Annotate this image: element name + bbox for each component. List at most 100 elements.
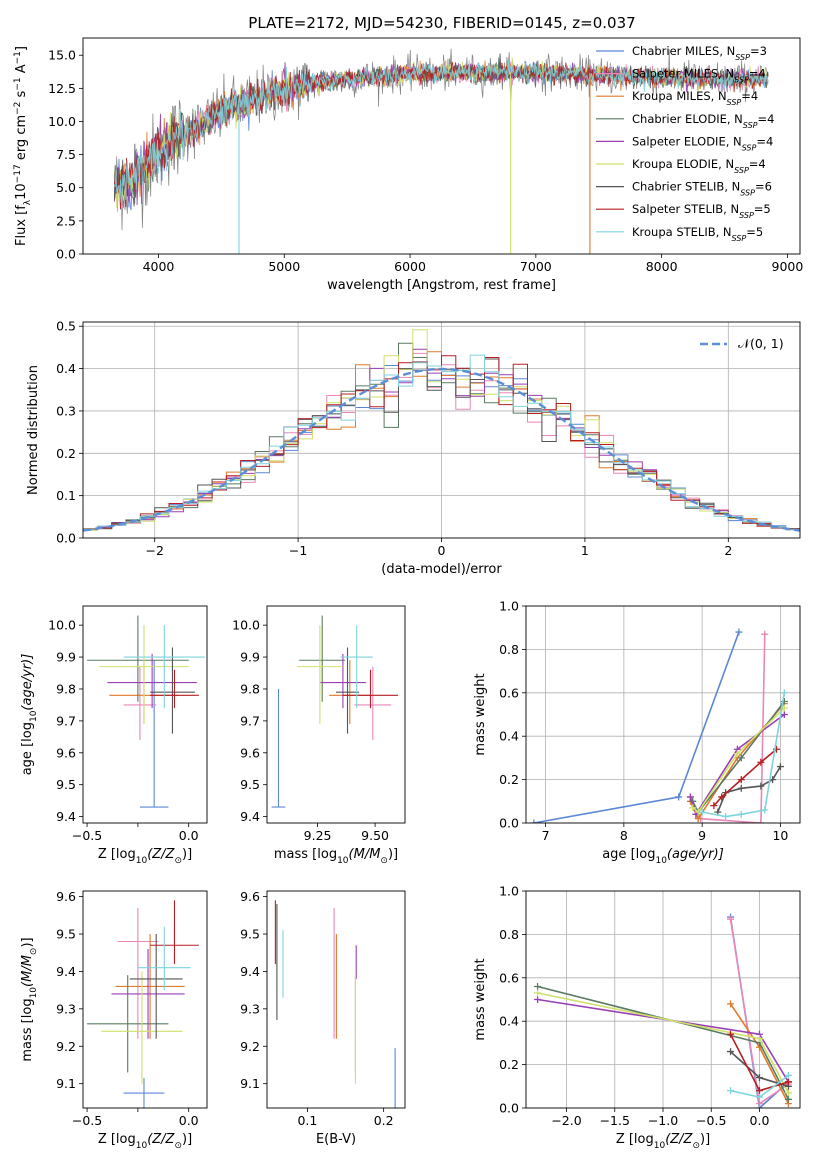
x-tick-label: 6000: [394, 259, 426, 274]
legend-count: =4: [749, 157, 766, 171]
axes-frame: [266, 605, 406, 824]
y-tick-label: 9.6: [56, 745, 76, 760]
weight-marker-salpeter-stelib: [755, 1087, 763, 1095]
x-tick-label: 5000: [268, 259, 300, 274]
panel-mass-weight-vs-Z: −2.0 −1.5 −1.0 −0.5 0.0 0.0 0.2 0.4 0.6 0.8 1.0 Z […: [473, 884, 801, 1151]
y-tick-label: 9.6: [240, 745, 260, 760]
label-part: −1: [13, 77, 23, 90]
y-tick-label: 9.4: [240, 964, 260, 979]
legend-count: =5: [754, 202, 771, 216]
x-axis-label: wavelength [Angstrom, rest frame]: [327, 278, 556, 293]
x-tick-label: −2.0: [551, 1113, 581, 1128]
label-part: ]: [14, 46, 29, 51]
label-part: 10: [29, 987, 39, 999]
histogram-step-chabrier-stelib: [83, 358, 800, 530]
weight-marker-chabrier-miles: [675, 793, 683, 801]
axes-frame: [82, 321, 801, 539]
y-tick-label: 9.2: [56, 1039, 76, 1054]
legend-text: Chabrier MILES, N: [632, 44, 735, 58]
label-part: 10: [655, 856, 667, 866]
y-tick-label: 9.2: [240, 1039, 260, 1054]
x-axis-label: age [log10(age/yr)]: [602, 847, 724, 866]
label-part: )]: [182, 847, 192, 862]
legend-count: =4: [756, 134, 773, 148]
label-part: 10: [136, 1141, 148, 1151]
y-tick-label: 0.8: [499, 927, 519, 942]
axes-frame: [525, 890, 801, 1109]
y-tick-label: 9.3: [240, 1001, 260, 1016]
label-part: (Z/Z: [665, 1132, 693, 1147]
x-tick-label: −0.5: [696, 1113, 726, 1128]
label-part: 10: [337, 856, 349, 866]
label-part: (Z/Z: [147, 1132, 175, 1147]
panel-age-vs-mass: 9.25 9.50 9.4 9.5 9.6 9.7 9.8 9.9 10.0 mass [log1…: [232, 605, 406, 866]
label-part: mass [log: [20, 998, 35, 1061]
legend-sub: SSP: [734, 166, 749, 175]
y-tick-label: 1.0: [499, 884, 519, 899]
label-part: −17: [13, 164, 23, 183]
y-tick-label: 9.3: [56, 1001, 76, 1016]
y-tick-label: 0.2: [499, 1057, 519, 1072]
legend-count: =4: [758, 112, 775, 126]
plot-area: [87, 615, 205, 808]
label-part: Flux [f: [14, 205, 29, 246]
x-axis-label: (data-model)/error: [381, 562, 502, 577]
weight-marker-kroupa-stelib: [755, 1093, 763, 1101]
y-axis-label: mass weight: [473, 958, 488, 1040]
x-tick-label: 0: [438, 543, 446, 558]
x-axis-label: mass [log10(M/M⊙)]: [274, 847, 398, 866]
weight-marker-salpeter-stelib: [737, 776, 745, 784]
y-tick-label: 0.0: [56, 247, 76, 262]
weight-marker-chabrier-elodie: [534, 982, 542, 990]
y-tick-label: 0.0: [56, 531, 76, 546]
label-part: (Z/Z: [147, 847, 175, 862]
label-part: 10: [29, 710, 39, 722]
histogram-step-salpeter-stelib: [83, 355, 800, 530]
legend-text: Salpeter STELIB, N: [632, 202, 739, 216]
y-tick-label: 0.0: [499, 1101, 519, 1116]
y-tick-label: 0.5: [56, 319, 76, 334]
y-tick-label: 9.8: [56, 681, 76, 696]
label-part: (age/yr)]: [667, 847, 724, 862]
y-tick-label: 0.3: [56, 403, 76, 418]
weight-marker-kroupa-elodie: [755, 1035, 763, 1043]
y-tick-label: 0.2: [499, 772, 519, 787]
panel-mass-vs-Z: −0.5 0.09.19.29.39.49.59.6Z [log10(Z/Z⊙)]…: [20, 889, 208, 1151]
weight-marker-kroupa-elodie: [733, 750, 741, 758]
y-tick-label: 2.5: [56, 213, 76, 228]
weight-marker-salpeter-stelib: [757, 758, 765, 766]
legend-count: =3: [750, 44, 767, 58]
y-tick-label: 0.6: [499, 970, 519, 985]
label-part: )]: [182, 1132, 192, 1147]
label-part: )]: [700, 1132, 710, 1147]
x-tick-label: 9: [698, 828, 706, 843]
legend-text: Salpeter ELODIE, N: [632, 134, 742, 148]
x-tick-label: 10: [772, 828, 788, 843]
y-tick-label: 1.0: [499, 599, 519, 614]
y-tick-label: 10.0: [232, 618, 260, 633]
axes-frame: [525, 605, 801, 824]
y-tick-label: 9.4: [56, 809, 76, 824]
legend-sub: SSP: [732, 233, 747, 242]
weight-marker-kroupa-stelib: [761, 806, 769, 814]
y-tick-label: 0.2: [56, 446, 76, 461]
y-tick-label: 9.1: [240, 1076, 260, 1091]
panel-mass-vs-ebv: 0.1 0.2 9.1 9.2 9.3 9.4 9.5 9.6 E(B-V): [240, 889, 406, 1147]
plot-area: [113, 48, 769, 254]
y-axis-label: Normed distribution: [26, 365, 41, 495]
y-tick-label: 10.0: [48, 114, 76, 129]
label-part: age [log: [20, 722, 35, 775]
label-part: (M/M: [20, 955, 35, 987]
weight-marker-kroupa-stelib: [698, 808, 706, 816]
y-axis-label: Flux [fλ10−17 erg cm−2 s−1 A−1]: [13, 46, 33, 246]
label-part: λ: [23, 199, 33, 205]
weight-marker-kroupa-stelib: [737, 810, 745, 818]
y-axis-label: mass [log10(M/M⊙)]: [20, 937, 39, 1061]
legend-sub: SSP: [727, 98, 742, 107]
weight-line-salpeter-elodie: [689, 713, 785, 817]
legend-count: =4: [741, 89, 758, 103]
label-part: E(B-V): [316, 1132, 356, 1147]
legend-entry-kroupa-elodie: Kroupa ELODIE, NSSP=4: [632, 157, 766, 175]
label-part: mass weight: [473, 673, 488, 755]
